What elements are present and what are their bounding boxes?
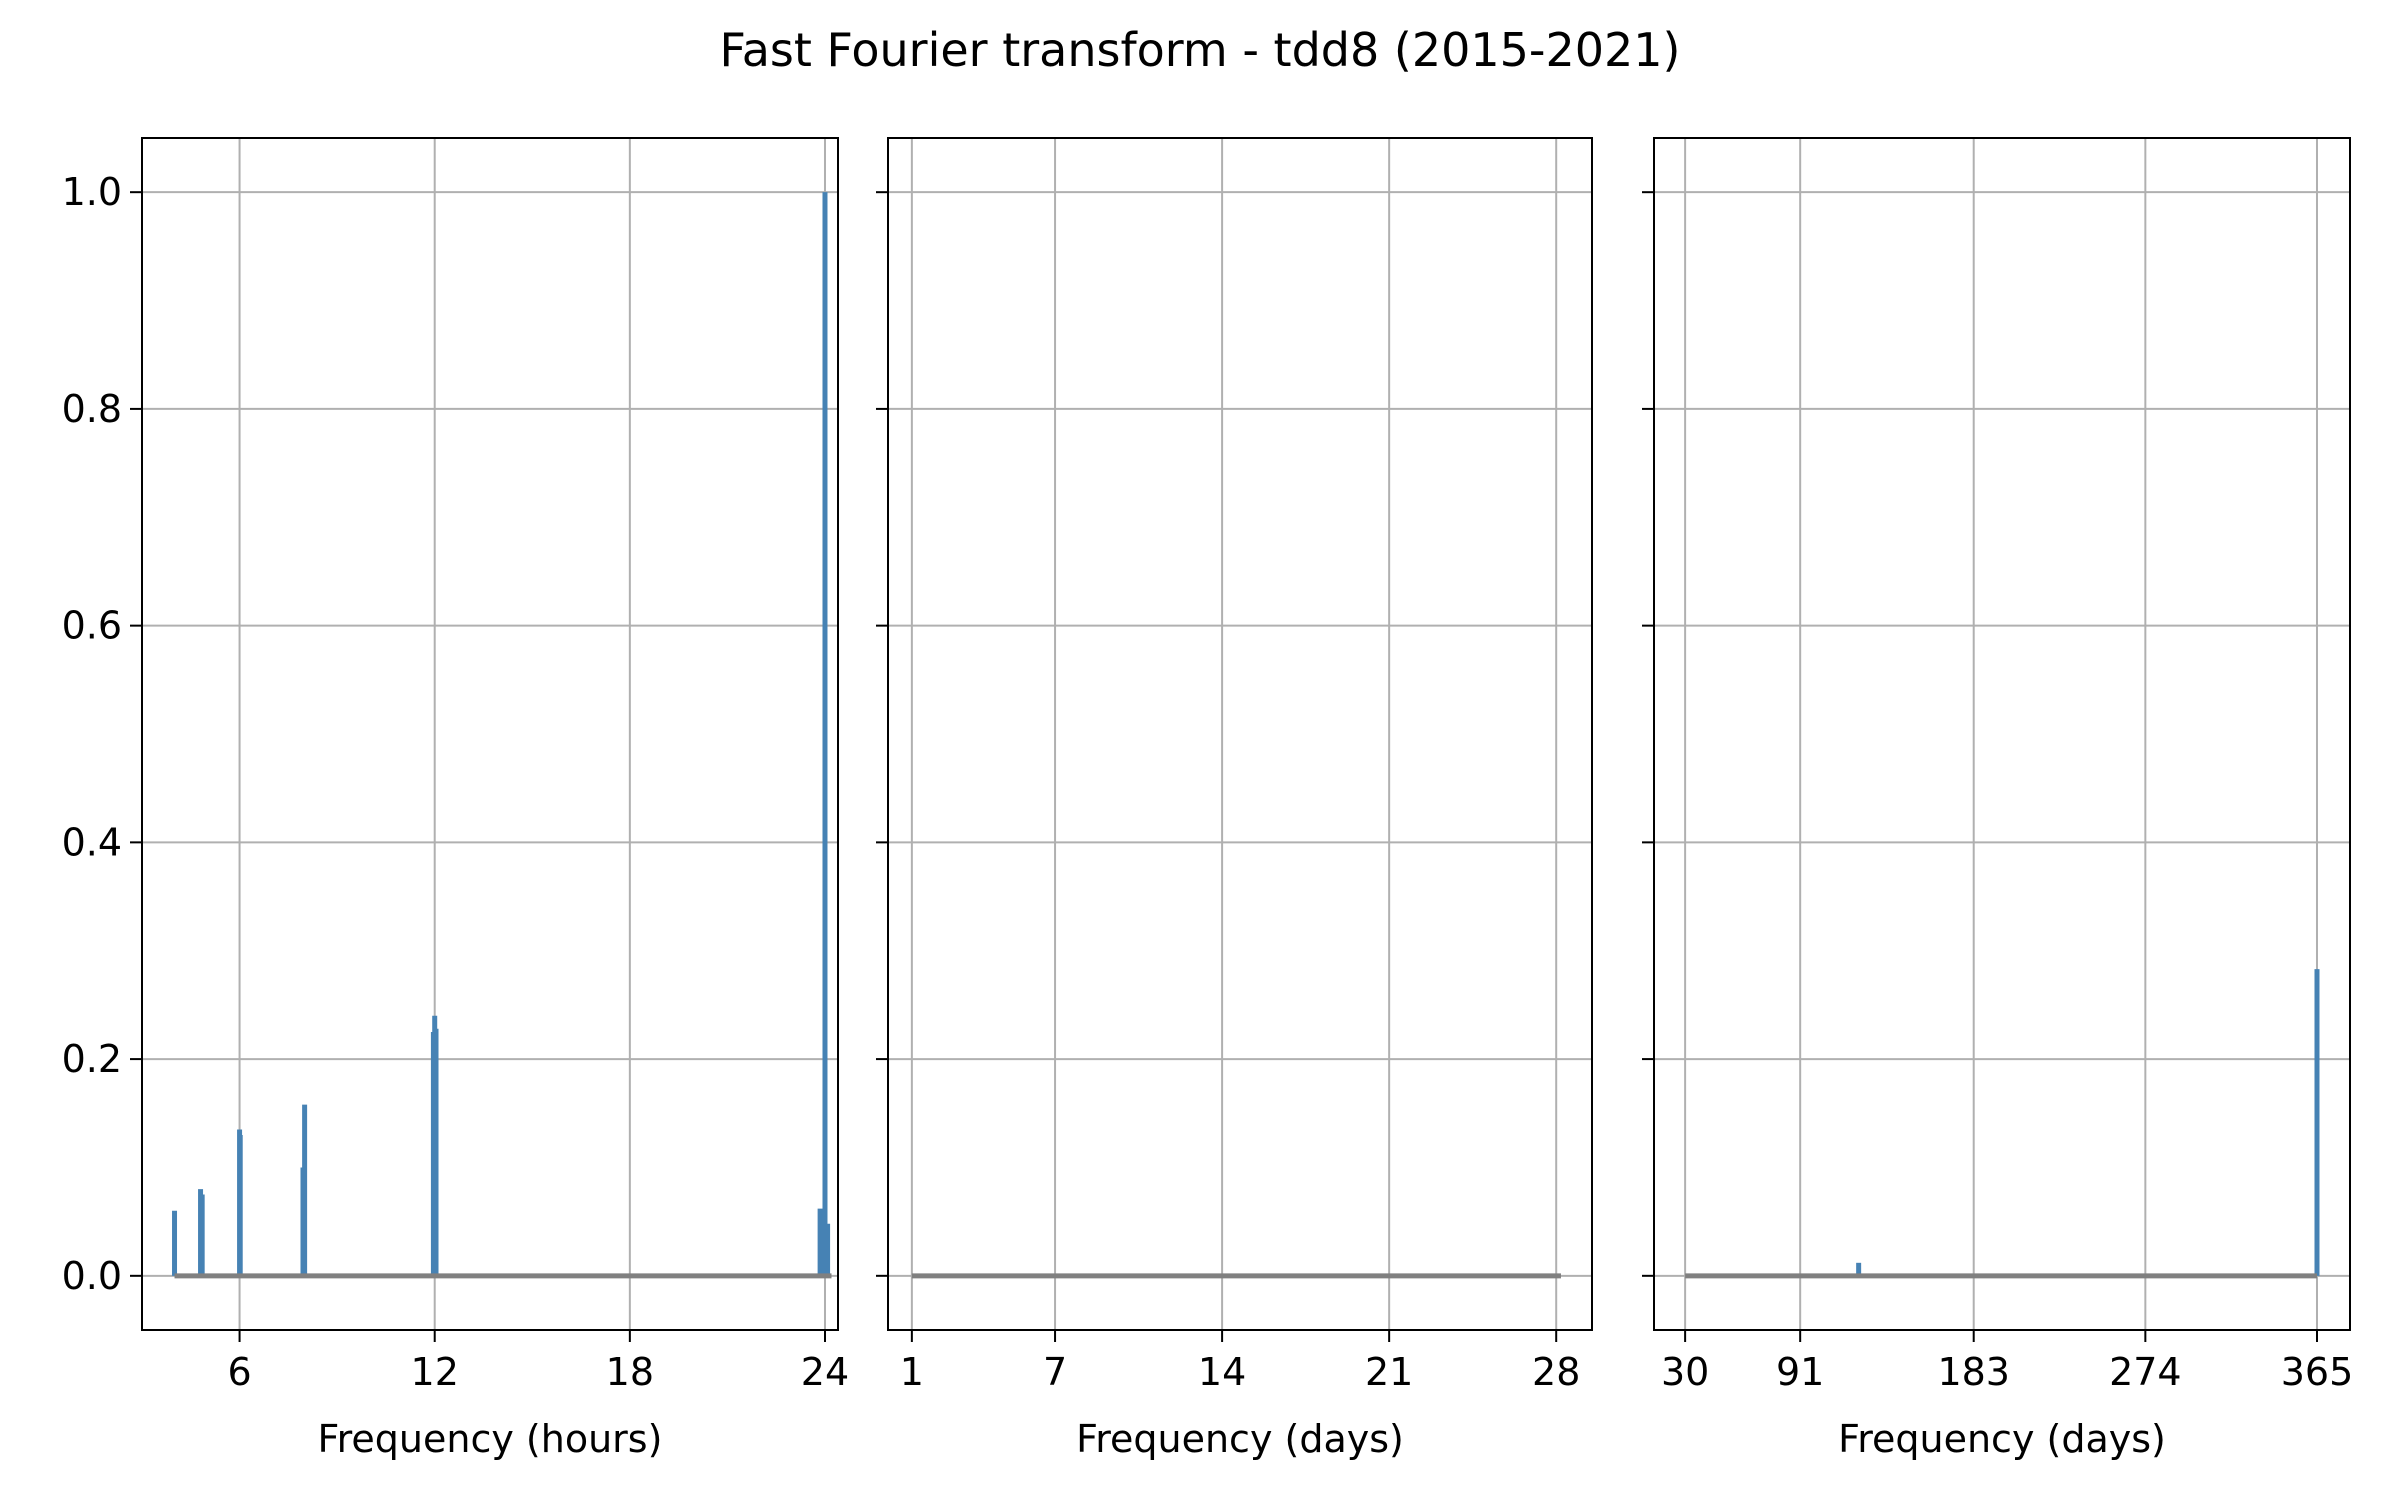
x-tick-label: 18 (606, 1350, 654, 1394)
y-tick-label: 1.0 (62, 170, 122, 214)
axes-frame (141, 137, 839, 1331)
y-tick-label: 0.6 (62, 604, 122, 648)
subplot-3: 30 91 183 274 365 Frequency (days) (1642, 137, 2354, 1461)
x-tick-label: 21 (1365, 1350, 1413, 1394)
x-tick-label: 274 (2109, 1350, 2182, 1394)
x-axis-label: Frequency (days) (1838, 1417, 2166, 1461)
axes-frame (887, 137, 1593, 1331)
figure-title: Fast Fourier transform - tdd8 (2015-2021… (720, 23, 1681, 77)
x-tick-label: 6 (227, 1350, 251, 1394)
y-tick-label: 0.0 (62, 1254, 122, 1298)
x-tick-label: 14 (1198, 1350, 1246, 1394)
x-tick-label: 30 (1661, 1350, 1709, 1394)
axes-frame (1653, 137, 2351, 1331)
y-tick-label: 0.4 (62, 820, 122, 864)
x-tick-label: 12 (411, 1350, 459, 1394)
x-tick-label: 91 (1776, 1350, 1824, 1394)
subplot-2: 1 7 14 21 28 Frequency (days) (876, 137, 1593, 1461)
y-tick-label: 0.2 (62, 1037, 122, 1081)
subplots: 6 12 18 24 0.0 0.2 0.4 0.6 0.8 1.0 Frequency (hour… (62, 137, 2354, 1461)
x-tick-label: 24 (801, 1350, 849, 1394)
x-tick-label: 183 (1937, 1350, 2010, 1394)
x-tick-label: 7 (1043, 1350, 1067, 1394)
x-axis-label: Frequency (days) (1076, 1417, 1404, 1461)
x-axis-label: Frequency (hours) (318, 1417, 663, 1461)
x-tick-label: 1 (900, 1350, 924, 1394)
y-tick-label: 0.8 (62, 387, 122, 431)
x-tick-label: 365 (2281, 1350, 2354, 1394)
subplot-1: 6 12 18 24 0.0 0.2 0.4 0.6 0.8 1.0 Frequency (hour… (62, 137, 849, 1461)
x-tick-label: 28 (1532, 1350, 1580, 1394)
